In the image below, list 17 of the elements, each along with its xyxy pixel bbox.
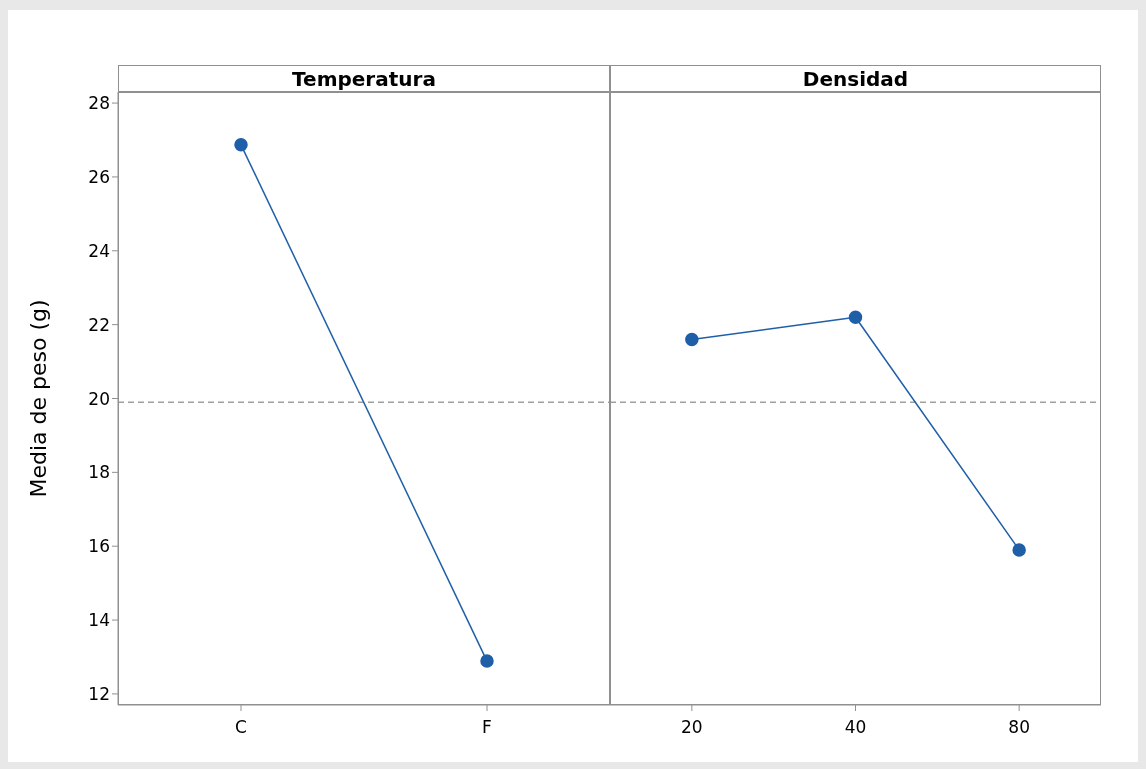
y-tick-label: 28 xyxy=(88,93,110,114)
y-axis-title: Media de peso (g) xyxy=(25,299,51,498)
chart-title: Temperatura xyxy=(118,65,610,92)
y-tick-label: 16 xyxy=(88,536,110,557)
y-tick-label: 24 xyxy=(88,240,110,261)
x-tick-label: 20 xyxy=(681,717,703,738)
y-tick-label: 18 xyxy=(88,462,110,483)
y-tick-label: 14 xyxy=(88,610,110,631)
y-tick-label: 22 xyxy=(88,314,110,335)
chart-title: Densidad xyxy=(610,65,1101,92)
x-tick-label: C xyxy=(235,717,247,738)
x-tick-label: 80 xyxy=(1008,717,1030,738)
x-tick-label: 40 xyxy=(844,717,867,738)
y-tick-label: 20 xyxy=(88,388,110,409)
y-tick-label: 26 xyxy=(88,166,110,187)
x-tick-label: F xyxy=(482,717,492,738)
y-tick-label: 12 xyxy=(88,683,110,704)
